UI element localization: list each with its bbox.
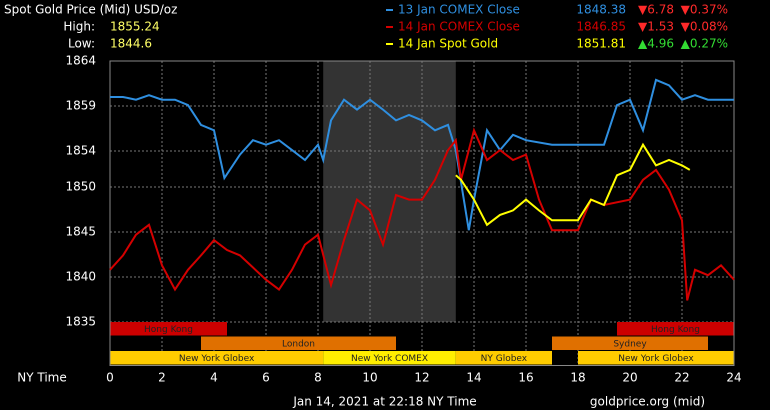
session-bar: [110, 351, 324, 365]
x-tick-label: 10: [362, 371, 377, 385]
y-tick-label: 1859: [65, 99, 96, 113]
low-label: Low:: [68, 37, 95, 51]
y-tick-label: 1850: [65, 180, 96, 194]
session-label: Hong Kong: [651, 325, 700, 335]
legend-name: 13 Jan COMEX Close: [398, 3, 520, 17]
x-tick-label: 14: [466, 371, 481, 385]
session-label: NY Globex: [481, 354, 528, 364]
legend-pct: ▼0.37%: [681, 3, 728, 17]
x-tick-label: 18: [570, 371, 585, 385]
session-bar: [201, 336, 396, 350]
legend-pct: ▲0.27%: [681, 37, 728, 51]
y-tick-label: 1854: [65, 144, 96, 158]
footer-left: Jan 14, 2021 at 22:18 NY Time: [292, 395, 476, 409]
session-label: Sydney: [613, 339, 647, 349]
x-tick-label: 8: [314, 371, 322, 385]
legend-name: 14 Jan COMEX Close: [398, 20, 520, 34]
legend-name: 14 Jan Spot Gold: [398, 37, 498, 51]
legend-change: ▼6.78: [638, 3, 674, 17]
high-value: 1855.24: [110, 20, 160, 34]
session-bar: [552, 336, 708, 350]
price-line: [455, 142, 691, 227]
price-line: [109, 127, 735, 301]
legend-change: ▼1.53: [638, 20, 674, 34]
x-axis-label: NY Time: [17, 371, 67, 385]
legend-price: 1846.85: [576, 20, 626, 34]
x-tick-label: 4: [210, 371, 218, 385]
session-label: Hong Kong: [144, 325, 193, 335]
high-label: High:: [63, 20, 95, 34]
x-tick-label: 12: [414, 371, 429, 385]
legend-pct: ▼0.08%: [681, 20, 728, 34]
session-bar: [455, 351, 552, 365]
low-value: 1844.6: [110, 37, 152, 51]
y-tick-label: 1864: [65, 54, 96, 68]
session-bar: [617, 322, 734, 336]
session-bar: [323, 351, 456, 365]
legend-price: 1851.81: [576, 37, 626, 51]
x-tick-label: 2: [158, 371, 166, 385]
y-tick-label: 1845: [65, 225, 96, 239]
legend-change: ▲4.96: [638, 37, 674, 51]
y-tick-label: 1835: [65, 315, 96, 329]
chart-title: Spot Gold Price (Mid) USD/oz: [4, 3, 177, 17]
session-bar: [110, 322, 227, 336]
x-tick-label: 6: [262, 371, 270, 385]
x-tick-label: 16: [518, 371, 533, 385]
session-label: New York Globex: [618, 354, 694, 364]
y-tick-label: 1840: [65, 270, 96, 284]
x-tick-label: 0: [106, 371, 114, 385]
session-label: New York Globex: [179, 354, 255, 364]
plot-border: [109, 60, 735, 366]
x-tick-label: 24: [726, 371, 741, 385]
x-tick-label: 20: [622, 371, 637, 385]
footer-right: goldprice.org (mid): [590, 395, 705, 409]
session-label: New York COMEX: [351, 354, 428, 364]
price-line: [110, 78, 734, 231]
x-tick-label: 22: [674, 371, 689, 385]
legend-price: 1848.38: [576, 3, 626, 17]
session-shade: [323, 61, 456, 322]
session-label: London: [282, 339, 315, 349]
session-bar: [578, 351, 734, 365]
